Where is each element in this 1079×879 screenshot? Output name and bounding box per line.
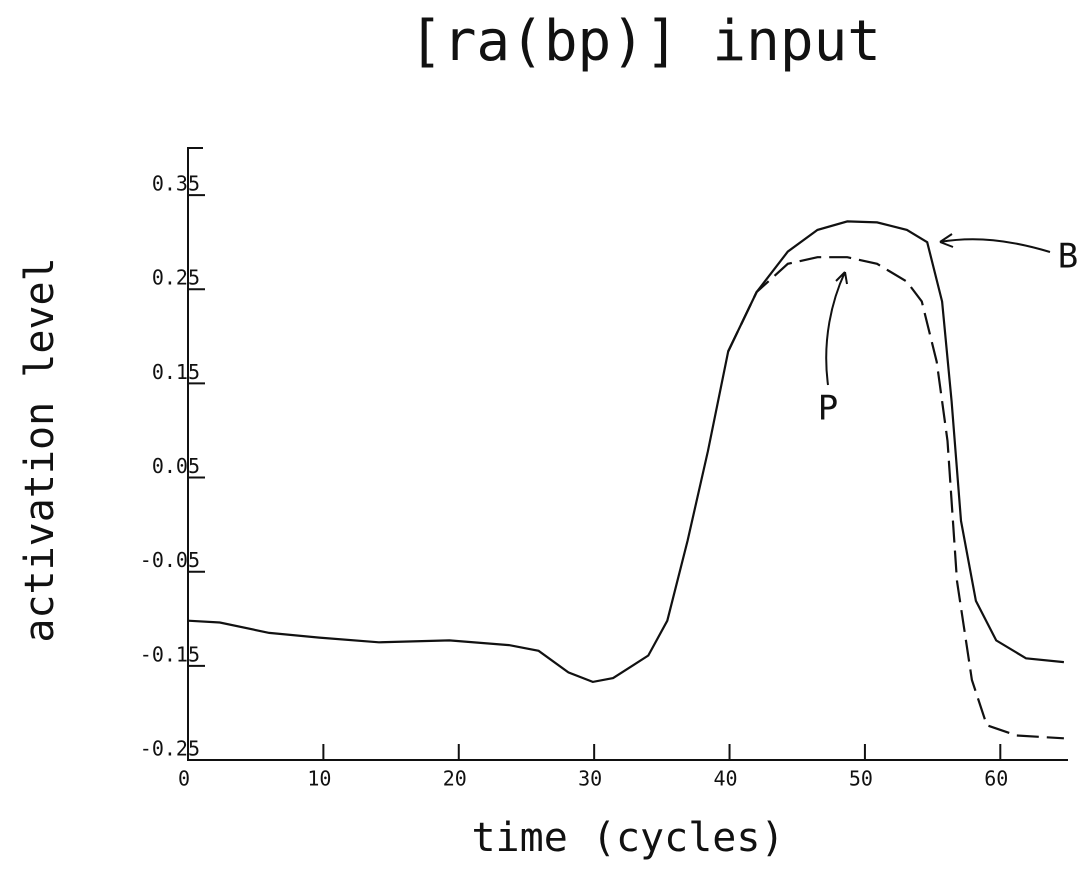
- series-label: B: [1058, 237, 1078, 277]
- y-axis-label: activation level: [17, 257, 63, 642]
- line: [187, 220, 1065, 684]
- y-tick-label: 0.05: [152, 454, 200, 478]
- y-tick-label: 0.15: [152, 360, 200, 384]
- x-axis-label: time (cycles): [471, 815, 784, 861]
- series-label: P: [818, 389, 838, 429]
- y-tick-label: 0.25: [152, 266, 200, 290]
- y-tick-label: -0.15: [140, 642, 200, 666]
- axes: [187, 147, 1068, 761]
- line: [727, 256, 1064, 740]
- b-arrow: [939, 233, 1051, 253]
- chart-title: [ra(bp)] input: [409, 9, 881, 74]
- x-tick-label: 50: [849, 767, 873, 791]
- y-tick-label: -0.25: [140, 737, 200, 761]
- x-tick-label: 30: [578, 767, 602, 791]
- y-tick-label: -0.05: [140, 548, 200, 572]
- y-tick-label: 0.35: [152, 172, 200, 196]
- x-tick-label: 60: [984, 767, 1008, 791]
- x-tick-label: 0: [178, 767, 190, 791]
- x-tick-label: 10: [307, 767, 331, 791]
- x-tick-label: 20: [443, 767, 467, 791]
- p-arrow: [825, 271, 848, 386]
- x-tick-label: 40: [713, 767, 737, 791]
